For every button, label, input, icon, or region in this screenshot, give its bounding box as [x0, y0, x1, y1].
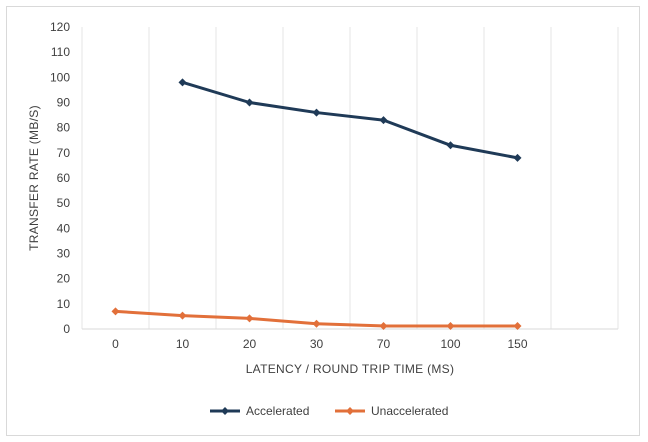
x-tick-label: 10 [176, 337, 190, 351]
gridlines [81, 27, 619, 330]
data-point-marker [245, 98, 254, 107]
data-point-marker [513, 153, 522, 162]
y-tick-label: 40 [57, 221, 71, 235]
data-point-marker [245, 314, 254, 323]
data-point-marker [379, 116, 388, 125]
y-tick-label: 90 [57, 96, 71, 110]
data-point-marker [312, 319, 321, 328]
y-tick-label: 0 [63, 322, 70, 336]
data-point-marker [446, 321, 455, 330]
data-point-marker [111, 307, 120, 316]
y-tick-label: 10 [57, 297, 71, 311]
legend-item: Accelerated [210, 404, 309, 418]
legend-marker [346, 407, 354, 415]
legend-marker [221, 407, 229, 415]
x-tick-label: 20 [243, 337, 257, 351]
y-tick-label: 100 [50, 70, 70, 84]
y-axis-ticks: 0 10 20 30 40 50 60 70 80 90 100 110 120 [50, 20, 70, 336]
series-unaccelerated [111, 307, 522, 330]
x-axis-title: LATENCY / ROUND TRIP TIME (MS) [246, 362, 455, 376]
data-point-marker [312, 108, 321, 117]
data-point-marker [178, 311, 187, 320]
series-accelerated [178, 78, 522, 162]
x-tick-label: 100 [440, 337, 460, 351]
y-tick-label: 50 [57, 196, 71, 210]
y-tick-label: 120 [50, 20, 70, 34]
legend-item: Unaccelerated [335, 404, 448, 418]
y-tick-label: 70 [57, 146, 71, 160]
series-line [181, 80, 519, 160]
y-tick-label: 110 [51, 45, 70, 59]
x-tick-label: 0 [112, 337, 119, 351]
data-point-marker [446, 141, 455, 150]
y-tick-label: 60 [57, 171, 71, 185]
series-group [111, 78, 522, 330]
y-tick-label: 80 [57, 121, 71, 135]
x-tick-label: 150 [507, 337, 527, 351]
data-point-marker [178, 78, 187, 87]
data-point-marker [379, 321, 388, 330]
x-axis-ticks: 0 10 20 30 70 100 150 [112, 337, 528, 351]
legend: Accelerated Unaccelerated [210, 404, 448, 418]
data-point-marker [513, 321, 522, 330]
chart-frame [6, 6, 640, 436]
y-axis-title: TRANSFER RATE (MB/S) [27, 105, 41, 251]
x-tick-label: 70 [377, 337, 391, 351]
y-tick-label: 20 [57, 272, 71, 286]
y-tick-label: 30 [57, 247, 71, 261]
x-tick-label: 30 [310, 337, 324, 351]
legend-label: Accelerated [246, 404, 309, 418]
legend-label: Unaccelerated [371, 404, 448, 418]
